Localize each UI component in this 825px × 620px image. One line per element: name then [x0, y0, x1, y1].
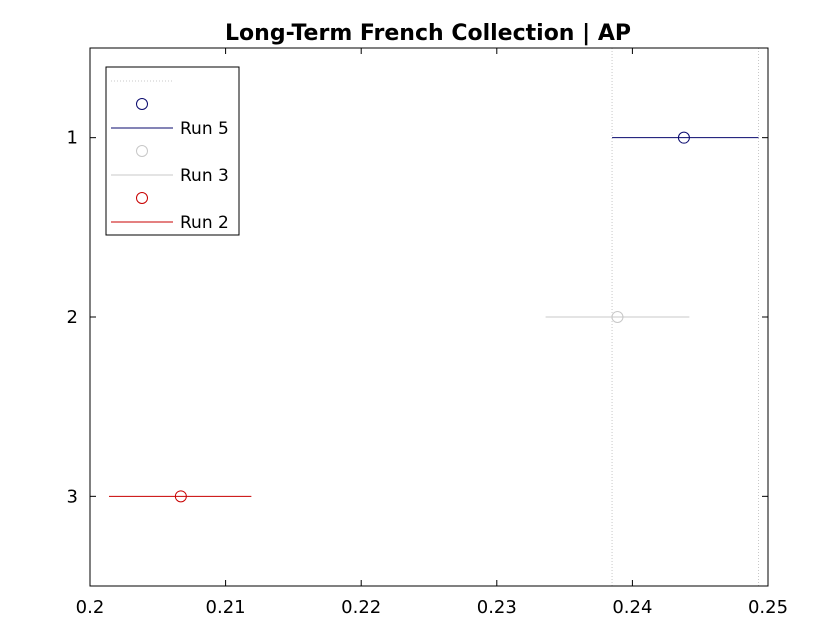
legend-marker-3 [136, 192, 148, 204]
legend-label-1: Run 5 [180, 119, 229, 139]
x-tick-label-3: 0.22 [341, 597, 381, 618]
x-tick-label-4: 0.23 [477, 597, 517, 618]
legend-marker-1 [136, 98, 148, 110]
series-layer [108, 131, 759, 503]
y-tick-label-2: 2 [67, 307, 78, 328]
legend-marker-2 [136, 145, 148, 157]
chart-title: Long-Term French Collection | AP [225, 21, 631, 46]
x-tick-label-2: 0.21 [206, 597, 246, 618]
legend-label-2: Run 3 [180, 166, 229, 186]
x-tick-label-6: 0.25 [748, 597, 788, 618]
legend-label-3: Run 2 [180, 213, 229, 233]
legend: Run 5 Run 3 Run 2 [105, 66, 240, 236]
x-axis: 0.2 0.21 0.22 0.23 0.24 0.25 [76, 48, 788, 618]
x-tick-label-1: 0.2 [76, 597, 105, 618]
y-tick-label-3: 3 [67, 486, 78, 507]
mean-marker-3 [174, 490, 187, 503]
y-tick-label-1: 1 [67, 128, 78, 149]
mean-marker-1 [677, 131, 690, 144]
x-tick-label-5: 0.24 [612, 597, 652, 618]
legend-box [105, 66, 240, 236]
y-axis: 1 2 3 [67, 128, 768, 507]
mean-marker-2 [611, 311, 624, 323]
